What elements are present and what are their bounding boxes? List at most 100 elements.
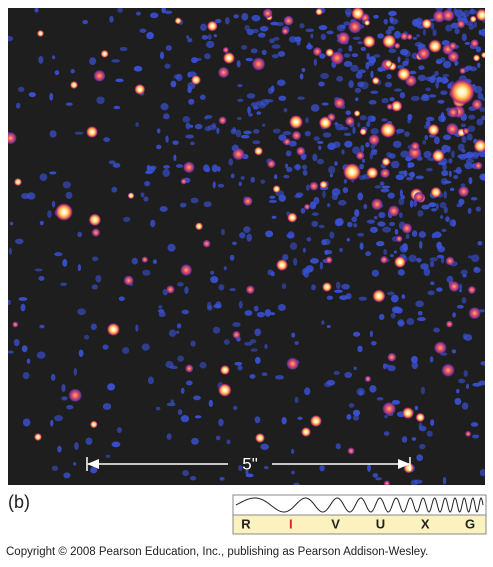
star <box>8 299 11 305</box>
star <box>261 372 268 377</box>
star <box>468 114 476 120</box>
star <box>355 151 365 160</box>
star <box>291 130 302 141</box>
star <box>474 161 483 170</box>
star <box>439 201 447 209</box>
star <box>123 275 134 286</box>
star <box>303 267 313 274</box>
star <box>353 366 357 371</box>
star <box>310 415 322 427</box>
star <box>472 382 482 387</box>
star-field <box>8 8 485 485</box>
star <box>232 241 237 246</box>
star <box>343 178 348 184</box>
star <box>343 53 351 58</box>
star <box>134 83 146 95</box>
star <box>389 221 396 227</box>
star <box>425 76 433 82</box>
star <box>336 24 346 32</box>
star <box>176 330 180 334</box>
star <box>26 192 36 200</box>
star <box>356 387 366 396</box>
star <box>343 60 353 68</box>
star <box>381 97 389 104</box>
star <box>436 287 443 292</box>
star <box>371 76 380 85</box>
star <box>160 103 169 111</box>
star <box>259 25 269 32</box>
star <box>294 396 299 404</box>
star <box>255 356 261 364</box>
star <box>333 97 346 109</box>
star <box>106 322 120 336</box>
star <box>430 419 435 427</box>
star <box>162 169 170 177</box>
star <box>467 255 472 259</box>
star <box>180 415 190 423</box>
star <box>77 264 82 272</box>
star <box>352 409 361 417</box>
star <box>352 126 356 135</box>
star <box>384 59 393 68</box>
star <box>272 128 281 134</box>
star <box>366 120 371 128</box>
star <box>463 369 468 377</box>
star <box>20 303 26 312</box>
star <box>465 430 472 437</box>
star <box>212 181 216 189</box>
star <box>320 72 329 80</box>
star <box>263 465 269 470</box>
star <box>330 51 345 65</box>
star <box>256 311 266 318</box>
star <box>34 8 39 13</box>
star <box>325 48 335 58</box>
star <box>481 115 485 121</box>
star <box>111 441 121 448</box>
star <box>464 162 473 170</box>
star <box>462 127 470 135</box>
star <box>322 132 332 138</box>
star <box>412 36 417 40</box>
star <box>217 166 221 172</box>
star <box>283 138 291 146</box>
star <box>9 221 14 226</box>
star <box>374 185 382 189</box>
star <box>426 430 433 437</box>
star <box>373 54 381 58</box>
star <box>429 257 439 262</box>
star <box>237 116 242 121</box>
star <box>348 80 354 88</box>
star <box>402 60 409 67</box>
star <box>333 371 340 375</box>
star <box>264 309 272 317</box>
star <box>228 158 234 166</box>
star <box>355 97 359 102</box>
star <box>408 254 417 263</box>
star <box>65 102 73 106</box>
star <box>390 100 403 112</box>
star <box>186 35 190 39</box>
star <box>51 200 56 208</box>
star <box>470 422 479 427</box>
star <box>387 205 400 217</box>
star <box>336 75 344 82</box>
star <box>445 320 454 328</box>
star <box>463 334 473 341</box>
star <box>102 403 112 410</box>
star <box>423 150 432 159</box>
star <box>342 187 349 194</box>
star <box>169 365 178 370</box>
star <box>274 174 278 180</box>
star <box>424 135 429 141</box>
star <box>141 343 150 351</box>
star <box>251 14 261 22</box>
star <box>318 224 325 229</box>
copyright: Copyright © 2008 Pearson Education, Inc.… <box>6 546 428 558</box>
star <box>352 36 361 40</box>
star <box>376 397 384 401</box>
star <box>173 74 180 80</box>
star <box>322 282 332 292</box>
star <box>267 87 274 95</box>
star <box>404 131 410 137</box>
star <box>387 291 395 296</box>
